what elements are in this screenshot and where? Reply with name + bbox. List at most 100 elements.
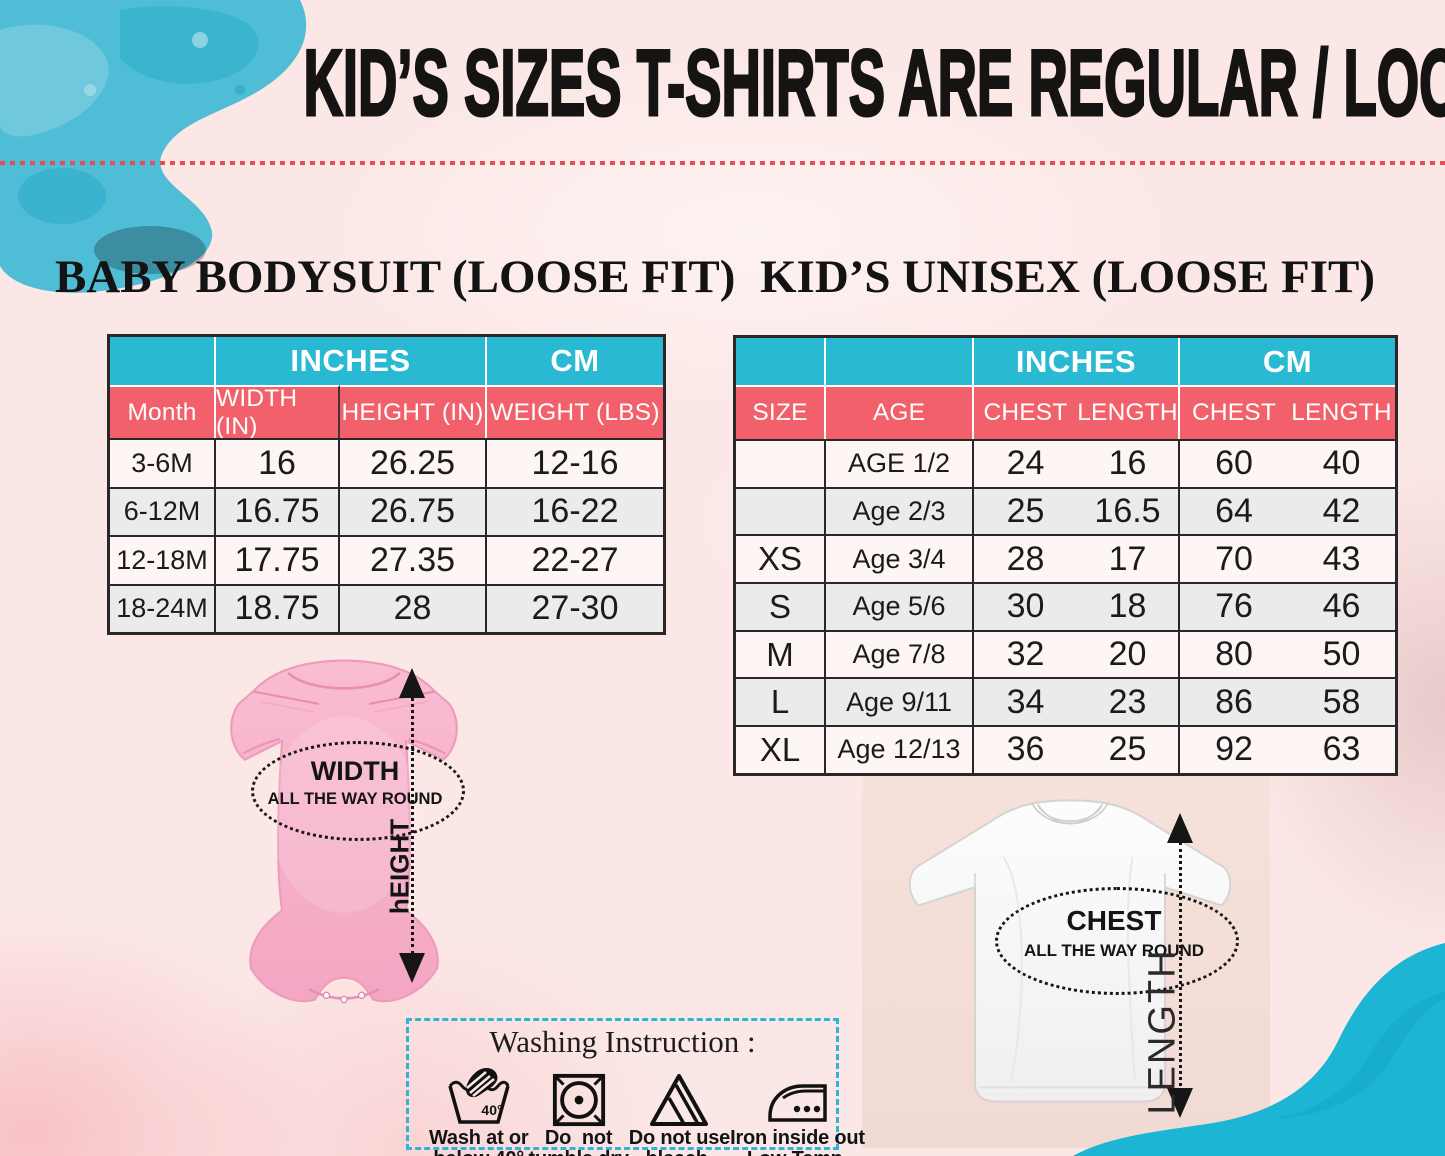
table-cell <box>736 486 826 535</box>
table-cell: 26.75 <box>340 486 487 535</box>
washing-item-label: Wash at or <box>429 1127 529 1149</box>
chest-measure-sublabel: ALL THE WAY ROUND <box>1023 941 1205 960</box>
washing-instruction-box: Washing Instruction : 40° Wash at or bel… <box>406 1018 865 1156</box>
no-tumble-dry-icon <box>551 1064 607 1128</box>
washing-item-label: below 40° <box>433 1148 524 1156</box>
table-cell: 16 <box>216 438 340 487</box>
table-cell: 64 <box>1180 486 1288 535</box>
inches-group-header: INCHES <box>216 337 487 385</box>
table-cell: 20 <box>1077 629 1180 678</box>
width-measure-label: WIDTH <box>310 756 400 786</box>
arrow-down-icon <box>1167 1088 1193 1118</box>
table-cell: Age 7/8 <box>826 629 974 678</box>
table-cell: 92 <box>1180 725 1288 773</box>
washing-item: Do not use bleach. <box>629 1064 730 1156</box>
cm-group-header: CM <box>487 337 663 385</box>
no-bleach-icon <box>649 1064 709 1128</box>
table-cell: 18-24M <box>110 583 216 632</box>
chest-measure-ellipse <box>995 887 1239 995</box>
red-dotted-divider <box>0 161 1445 165</box>
column-header: HEIGHT (IN) <box>340 385 487 438</box>
table-cell: 86 <box>1180 677 1288 726</box>
length-measure-label: LENGTH <box>1141 948 1184 1115</box>
table-cell: 24 <box>974 439 1077 487</box>
width-measure-sublabel: ALL THE WAY ROUND <box>267 790 443 808</box>
height-measure-line <box>411 697 414 955</box>
table-cell: 80 <box>1180 629 1288 678</box>
washing-item-label: Low Temp. <box>747 1148 848 1156</box>
table-cell: 34 <box>974 677 1077 726</box>
cm-group-header: CM <box>1180 338 1395 385</box>
table-cell: 16-22 <box>487 486 663 535</box>
table-cell: 27.35 <box>340 535 487 584</box>
washing-item: Iron inside out Low Temp. <box>730 1064 865 1156</box>
table-cell: 28 <box>974 534 1077 583</box>
table-cell: Age 12/13 <box>826 725 974 773</box>
table-cell <box>736 439 826 487</box>
table-cell: 3-6M <box>110 438 216 487</box>
table-cell: 26.25 <box>340 438 487 487</box>
table-cell: 63 <box>1288 725 1395 773</box>
chest-measure-label: CHEST <box>1066 905 1162 936</box>
table-cell: 25 <box>1077 725 1180 773</box>
table-cell: 12-16 <box>487 438 663 487</box>
table-cell: M <box>736 629 826 678</box>
table-cell: 28 <box>340 583 487 632</box>
table-cell: Age 9/11 <box>826 677 974 726</box>
table-cell: Age 3/4 <box>826 534 974 583</box>
table-cell: 6-12M <box>110 486 216 535</box>
table-cell: 23 <box>1077 677 1180 726</box>
column-header: Month <box>110 385 216 438</box>
table-cell: 36 <box>974 725 1077 773</box>
table-cell <box>110 337 216 385</box>
table-cell: 50 <box>1288 629 1395 678</box>
teal-wave-shape <box>1073 943 1445 1156</box>
table-cell: XL <box>736 725 826 773</box>
table-cell: S <box>736 582 826 630</box>
column-header: WIDTH (IN) <box>216 385 340 440</box>
svg-text:40°: 40° <box>481 1102 502 1118</box>
table-cell <box>736 338 826 385</box>
arrow-up-icon <box>399 668 425 698</box>
washing-instruction-heading: Washing Instruction : <box>489 1024 756 1059</box>
iron-inside-out-icon <box>765 1064 829 1128</box>
table-cell: 60 <box>1180 439 1288 487</box>
baby-size-table: INCHES CM Month WIDTH (IN) HEIGHT (IN) W… <box>107 334 666 635</box>
width-measure-ellipse <box>251 741 465 841</box>
table-cell: Age 2/3 <box>826 486 974 535</box>
table-cell: XS <box>736 534 826 583</box>
washing-item-label: Iron inside out <box>730 1127 865 1149</box>
table-cell <box>826 338 974 385</box>
table-cell: 46 <box>1288 582 1395 630</box>
table-cell: 17.75 <box>216 535 340 584</box>
washing-icons-row: 40° Wash at or below 40° Do not tumble d <box>409 1060 865 1156</box>
table-cell: 58 <box>1288 677 1395 726</box>
column-header: SIZE <box>736 385 826 439</box>
column-header: LENGTH <box>1288 385 1395 439</box>
wash-40-icon: 40° <box>445 1064 513 1128</box>
length-measure-line <box>1179 842 1182 1092</box>
teal-watercolor-blob <box>0 0 307 293</box>
table-cell: AGE 1/2 <box>826 439 974 487</box>
page-title: KID’S SIZES T-SHIRTS ARE REGULAR / LOOSE… <box>303 30 1445 135</box>
kids-section-heading: KID’S UNISEX (LOOSE FIT) <box>759 251 1376 303</box>
height-measure-label: hEIGHT <box>384 818 415 915</box>
table-cell: 18.75 <box>216 583 340 632</box>
arrow-down-icon <box>399 953 425 983</box>
column-header: CHEST <box>1180 385 1288 439</box>
washing-item-label: Do not use <box>628 1127 731 1149</box>
table-cell: 18 <box>1077 582 1180 630</box>
washing-item-label: bleach. <box>646 1148 714 1156</box>
table-cell: 25 <box>974 486 1077 535</box>
table-cell: Age 5/6 <box>826 582 974 630</box>
table-cell: 40 <box>1288 439 1395 487</box>
table-cell: 43 <box>1288 534 1395 583</box>
table-cell: 12-18M <box>110 535 216 584</box>
table-cell: 22-27 <box>487 535 663 584</box>
table-cell: L <box>736 677 826 726</box>
table-cell: 17 <box>1077 534 1180 583</box>
washing-item: 40° Wash at or below 40° <box>429 1064 529 1156</box>
arrow-up-icon <box>1167 813 1193 843</box>
table-cell: 30 <box>974 582 1077 630</box>
